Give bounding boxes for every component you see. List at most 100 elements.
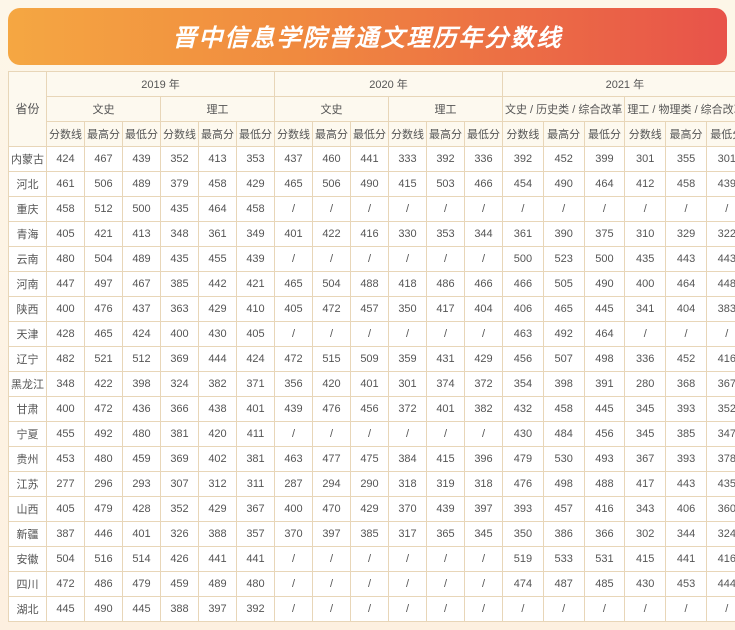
score-cell: 441 [351, 147, 389, 172]
table-row: 内蒙古4244674393524133534374604413333923363… [9, 147, 735, 172]
cat-2021-wenshi: 文史 / 历史类 / 综合改革 [503, 97, 625, 122]
cat-2021-ligong: 理工 / 物理类 / 综合改革 [625, 97, 735, 122]
table-row: 陕西40047643736342941040547245735041740440… [9, 297, 735, 322]
score-cell: 464 [584, 172, 625, 197]
score-sub-header: 分数线 [625, 122, 666, 147]
score-cell: / [706, 597, 735, 622]
score-cell: 441 [666, 547, 707, 572]
score-cell: 438 [199, 397, 237, 422]
score-cell: 523 [543, 247, 584, 272]
score-cell: / [275, 247, 313, 272]
score-cell: 476 [313, 397, 351, 422]
score-cell: / [351, 422, 389, 447]
score-cell: 355 [666, 147, 707, 172]
score-cell: / [313, 247, 351, 272]
score-cell: 512 [85, 197, 123, 222]
score-cell: 378 [706, 447, 735, 472]
score-sub-header: 最高分 [427, 122, 465, 147]
score-cell: 441 [199, 547, 237, 572]
table-row: 天津428465424400430405//////463492464/// [9, 322, 735, 347]
score-cell: 393 [666, 397, 707, 422]
cat-2020-wenshi: 文史 [275, 97, 389, 122]
province-cell: 山西 [9, 497, 47, 522]
score-cell: 456 [584, 422, 625, 447]
score-cell: 457 [543, 497, 584, 522]
score-cell: 489 [123, 247, 161, 272]
province-header-label: 省份 [13, 102, 42, 116]
score-cell: 374 [427, 372, 465, 397]
score-cell: 492 [85, 422, 123, 447]
table-row: 甘肃40047243636643840143947645637240138243… [9, 397, 735, 422]
score-cell: 516 [85, 547, 123, 572]
score-cell: / [389, 197, 427, 222]
score-cell: / [625, 597, 666, 622]
score-cell: 411 [237, 422, 275, 447]
score-cell: 465 [275, 172, 313, 197]
score-cell: 345 [625, 422, 666, 447]
score-cell: 324 [161, 372, 199, 397]
score-cell: 416 [706, 347, 735, 372]
score-sub-header: 最低分 [237, 122, 275, 147]
score-cell: / [313, 597, 351, 622]
score-cell: 480 [85, 447, 123, 472]
score-cell: / [427, 247, 465, 272]
score-cell: 301 [389, 372, 427, 397]
score-cell: / [465, 422, 503, 447]
score-cell: 336 [465, 147, 503, 172]
score-cell: 406 [503, 297, 544, 322]
score-cell: 465 [85, 322, 123, 347]
score-cell: 429 [465, 347, 503, 372]
score-cell: 452 [543, 147, 584, 172]
score-cell: 505 [543, 272, 584, 297]
score-cell: 392 [503, 147, 544, 172]
score-cell: 370 [275, 522, 313, 547]
score-sub-header: 最高分 [313, 122, 351, 147]
score-cell: 445 [584, 397, 625, 422]
score-cell: 417 [427, 297, 465, 322]
score-cell: 472 [275, 347, 313, 372]
cat-2019-wenshi: 文史 [47, 97, 161, 122]
score-cell: 393 [666, 447, 707, 472]
score-cell: / [313, 422, 351, 447]
score-cell: 477 [313, 447, 351, 472]
score-cell: / [313, 547, 351, 572]
score-cell: 476 [85, 297, 123, 322]
score-cell: 458 [199, 172, 237, 197]
score-cell: 470 [313, 497, 351, 522]
score-cell: 348 [47, 372, 85, 397]
score-cell: 488 [584, 472, 625, 497]
score-cell: 311 [237, 472, 275, 497]
score-cell: / [465, 322, 503, 347]
score-cell: / [351, 322, 389, 347]
score-cell: 293 [123, 472, 161, 497]
score-cell: 453 [47, 447, 85, 472]
year-2021-header: 2021 年 [503, 72, 735, 97]
score-cell: 396 [465, 447, 503, 472]
score-cell: / [465, 197, 503, 222]
score-cell: 424 [47, 147, 85, 172]
score-cell: 344 [666, 522, 707, 547]
score-cell: 455 [47, 422, 85, 447]
score-cell: 422 [313, 222, 351, 247]
score-sub-header: 最低分 [351, 122, 389, 147]
score-cell: 410 [237, 297, 275, 322]
score-cell: 439 [427, 497, 465, 522]
score-cell: 466 [503, 272, 544, 297]
score-cell: 354 [503, 372, 544, 397]
province-cell: 天津 [9, 322, 47, 347]
score-cell: 412 [625, 172, 666, 197]
score-cell: 466 [465, 172, 503, 197]
score-cell: 445 [584, 297, 625, 322]
score-cell: / [706, 322, 735, 347]
score-sub-header: 最低分 [123, 122, 161, 147]
table-row: 四川472486479459489480//////47448748543045… [9, 572, 735, 597]
score-cell: 359 [389, 347, 427, 372]
score-cell: 352 [161, 147, 199, 172]
score-cell: 500 [584, 247, 625, 272]
score-cell: 515 [313, 347, 351, 372]
province-cell: 河南 [9, 272, 47, 297]
score-cell: / [625, 197, 666, 222]
score-sub-header: 最高分 [85, 122, 123, 147]
score-cell: 453 [666, 572, 707, 597]
score-cell: 405 [47, 222, 85, 247]
